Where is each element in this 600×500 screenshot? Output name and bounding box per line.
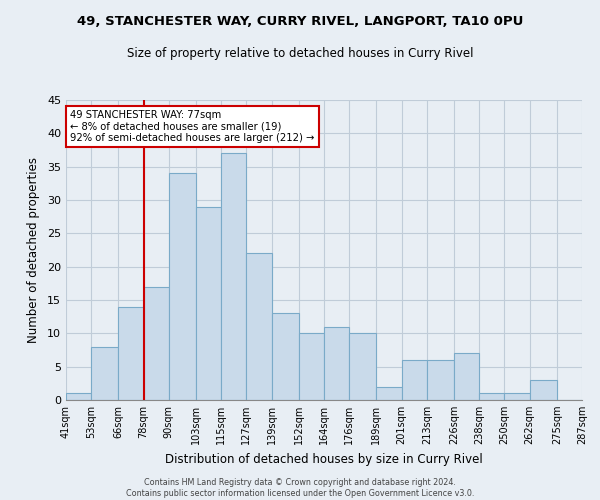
Bar (196, 206, 221, 400)
Bar (376, 386, 401, 400)
Text: Distribution of detached houses by size in Curry Rivel: Distribution of detached houses by size … (165, 452, 483, 466)
Bar (324, 326, 349, 400)
Text: 49 STANCHESTER WAY: 77sqm
← 8% of detached houses are smaller (19)
92% of semi-d: 49 STANCHESTER WAY: 77sqm ← 8% of detach… (70, 110, 314, 143)
Text: Contains HM Land Registry data © Crown copyright and database right 2024.
Contai: Contains HM Land Registry data © Crown c… (126, 478, 474, 498)
Bar (221, 154, 247, 400)
Bar (349, 334, 376, 400)
Bar (247, 254, 272, 400)
Bar (505, 394, 530, 400)
Bar (479, 394, 505, 400)
Bar (299, 334, 324, 400)
Bar (272, 314, 299, 400)
Text: 49, STANCHESTER WAY, CURRY RIVEL, LANGPORT, TA10 0PU: 49, STANCHESTER WAY, CURRY RIVEL, LANGPO… (77, 15, 523, 28)
Bar (66, 394, 91, 400)
Bar (118, 306, 143, 400)
Bar (401, 360, 427, 400)
Bar (91, 346, 118, 400)
Y-axis label: Number of detached properties: Number of detached properties (27, 157, 40, 343)
Bar (143, 286, 169, 400)
Bar (169, 174, 196, 400)
Bar (454, 354, 479, 400)
Bar (530, 380, 557, 400)
Text: Size of property relative to detached houses in Curry Rivel: Size of property relative to detached ho… (127, 48, 473, 60)
Bar (427, 360, 454, 400)
